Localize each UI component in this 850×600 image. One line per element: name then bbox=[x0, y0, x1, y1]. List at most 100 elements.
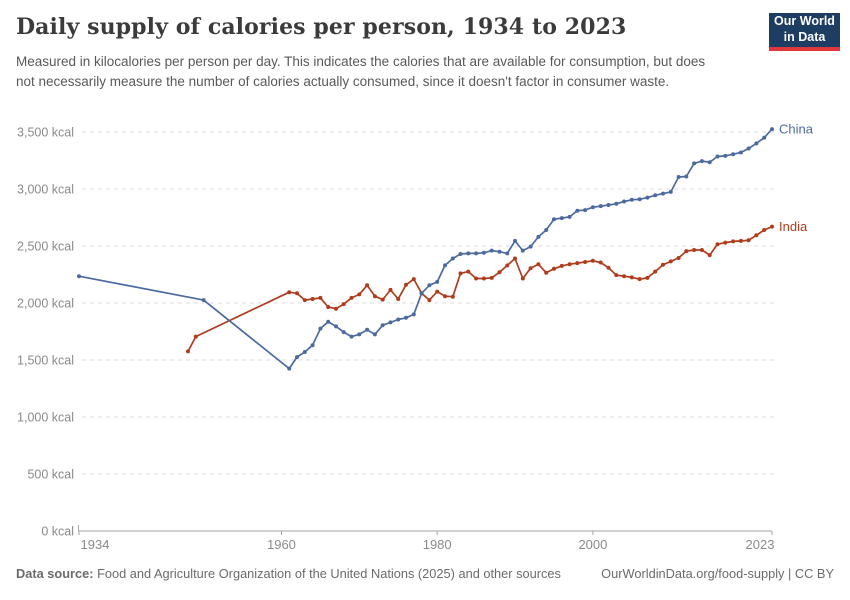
data-point-china bbox=[489, 248, 494, 253]
data-point-china bbox=[396, 317, 401, 322]
chart-footer: Data source: Food and Agriculture Organi… bbox=[16, 566, 834, 581]
data-point-india bbox=[372, 294, 377, 299]
data-point-india bbox=[326, 305, 331, 309]
data-point-china bbox=[528, 244, 533, 249]
y-tick-label: 1,000 kcal bbox=[17, 411, 74, 425]
owid-logo[interactable]: Our World in Data bbox=[769, 13, 840, 51]
data-point-china bbox=[427, 283, 432, 288]
data-point-india bbox=[583, 260, 588, 264]
data-point-china bbox=[435, 279, 440, 284]
data-point-india bbox=[684, 249, 689, 254]
data-point-china bbox=[388, 320, 393, 325]
data-point-india bbox=[746, 238, 751, 243]
series-label-china[interactable]: China bbox=[779, 122, 814, 137]
data-point-india bbox=[380, 297, 385, 302]
x-tick-label: 1934 bbox=[81, 537, 110, 552]
data-point-india bbox=[731, 239, 736, 244]
owid-license-link[interactable]: OurWorldinData.org/food-supply | CC BY bbox=[601, 566, 834, 581]
data-point-china bbox=[637, 197, 642, 202]
data-point-india bbox=[450, 294, 455, 299]
data-point-india bbox=[762, 228, 767, 232]
data-point-china bbox=[287, 366, 292, 371]
data-point-china bbox=[497, 249, 502, 254]
data-point-india bbox=[302, 298, 307, 303]
series-label-india[interactable]: India bbox=[779, 219, 808, 234]
data-point-china bbox=[668, 189, 673, 194]
data-point-china bbox=[699, 159, 704, 164]
owid-logo-line2: in Data bbox=[783, 30, 826, 44]
data-point-india bbox=[310, 297, 315, 301]
data-point-china bbox=[536, 234, 541, 239]
data-point-china bbox=[606, 203, 611, 207]
data-point-china bbox=[302, 350, 307, 354]
data-source: Data source: Food and Agriculture Organi… bbox=[16, 566, 561, 581]
data-point-china bbox=[575, 208, 580, 213]
data-point-india bbox=[645, 275, 650, 280]
data-point-india bbox=[629, 275, 634, 280]
data-point-china bbox=[349, 334, 354, 339]
data-point-china bbox=[458, 252, 463, 256]
y-tick-label: 3,000 kcal bbox=[17, 183, 74, 197]
data-point-china bbox=[372, 332, 377, 337]
data-point-india bbox=[481, 276, 486, 281]
data-point-india bbox=[458, 271, 463, 276]
y-tick-label: 1,500 kcal bbox=[17, 354, 74, 368]
y-tick-label: 500 kcal bbox=[27, 468, 74, 482]
data-point-china bbox=[295, 355, 299, 360]
data-point-india bbox=[598, 260, 603, 265]
data-point-china bbox=[676, 175, 681, 179]
data-point-india bbox=[334, 306, 338, 311]
data-point-china bbox=[754, 141, 759, 146]
data-point-india bbox=[287, 290, 292, 295]
data-point-india bbox=[357, 292, 362, 297]
data-point-china bbox=[684, 174, 689, 179]
data-point-india bbox=[388, 287, 393, 292]
data-point-india bbox=[575, 261, 580, 266]
data-point-india bbox=[707, 253, 712, 258]
data-point-china bbox=[419, 291, 424, 296]
data-point-china bbox=[661, 191, 665, 196]
data-point-india bbox=[692, 248, 697, 252]
data-point-india bbox=[668, 259, 673, 264]
data-point-china bbox=[629, 197, 634, 202]
data-point-china bbox=[770, 127, 774, 132]
data-point-china bbox=[481, 250, 486, 255]
y-tick-label: 2,000 kcal bbox=[17, 297, 74, 311]
data-point-india bbox=[411, 277, 416, 282]
data-point-india bbox=[404, 282, 408, 287]
data-point-china bbox=[404, 315, 408, 320]
data-point-india bbox=[365, 283, 370, 288]
data-point-china bbox=[341, 330, 346, 335]
data-point-india bbox=[341, 302, 346, 307]
data-point-india bbox=[699, 248, 704, 252]
data-source-label: Data source: bbox=[16, 566, 94, 581]
data-point-india bbox=[738, 238, 743, 243]
data-point-india bbox=[723, 240, 728, 245]
data-point-china bbox=[411, 312, 416, 317]
data-point-china bbox=[77, 274, 81, 279]
data-point-china bbox=[567, 214, 572, 219]
data-point-china bbox=[365, 327, 370, 332]
data-point-india bbox=[606, 265, 611, 270]
data-point-india bbox=[715, 242, 720, 247]
data-point-india bbox=[513, 256, 517, 261]
data-point-china bbox=[738, 150, 743, 155]
series-line-india bbox=[187, 225, 773, 353]
data-point-india bbox=[505, 263, 510, 268]
data-point-india bbox=[318, 295, 323, 300]
y-tick-label: 0 kcal bbox=[41, 525, 74, 539]
data-point-india bbox=[435, 289, 440, 294]
data-point-china bbox=[544, 228, 549, 232]
data-point-india bbox=[528, 266, 533, 271]
data-point-india bbox=[559, 263, 564, 268]
data-point-india bbox=[567, 262, 572, 267]
page-title: Daily supply of calories per person, 193… bbox=[16, 14, 627, 40]
data-point-india bbox=[770, 224, 774, 229]
data-point-india bbox=[396, 297, 401, 301]
data-point-china bbox=[357, 332, 362, 337]
data-point-india bbox=[661, 262, 665, 267]
data-point-india bbox=[497, 270, 502, 275]
data-point-india bbox=[466, 269, 471, 274]
data-point-india bbox=[474, 276, 479, 281]
data-point-india bbox=[754, 233, 759, 238]
